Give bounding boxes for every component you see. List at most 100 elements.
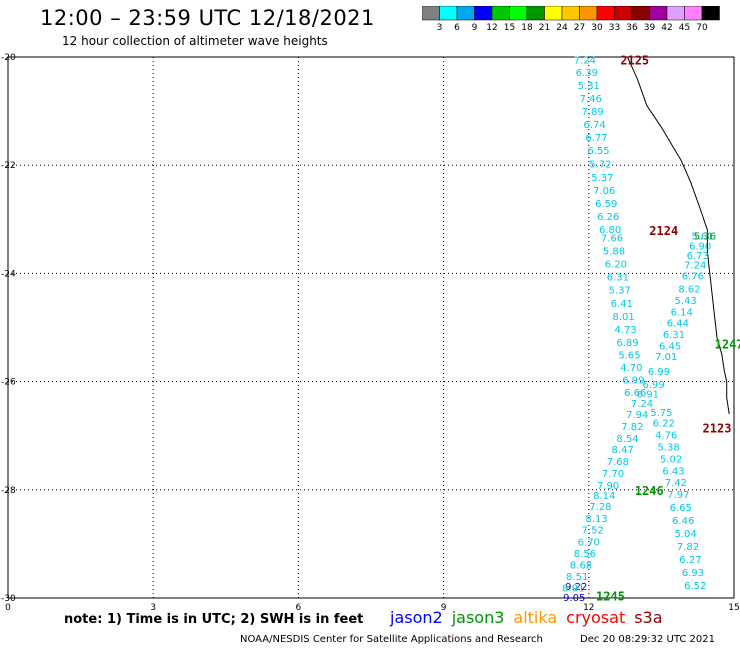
color-scale-label: 3 bbox=[437, 23, 443, 32]
wave-height-label: 7.68 bbox=[607, 457, 629, 468]
wave-height-label: 6.99 bbox=[648, 367, 670, 378]
wave-height-label: 5.37 bbox=[609, 286, 631, 297]
x-tick-label: 0 bbox=[5, 603, 11, 613]
wave-height-label: 6.93 bbox=[682, 568, 704, 579]
color-scale-label: 45 bbox=[679, 23, 690, 32]
wave-height-label: 5.75 bbox=[650, 408, 672, 419]
wave-height-label: 7.42 bbox=[665, 478, 687, 489]
color-scale-bar: 3 6 9 12 15 18 21 24 27 30 33 36 39 42 45 70 bbox=[422, 6, 720, 32]
wave-height-label: 6.43 bbox=[662, 466, 684, 477]
color-scale-label: 12 bbox=[486, 23, 497, 32]
color-scale-swatch bbox=[701, 6, 720, 21]
wave-height-label: 6.45 bbox=[659, 341, 681, 352]
color-scale-label: 6 bbox=[454, 23, 460, 32]
wave-height-label: 5.36 bbox=[694, 232, 716, 243]
y-tick-label: -22 bbox=[1, 161, 16, 171]
wave-height-label: 8.14 bbox=[593, 491, 615, 502]
legend-s3a: s3a bbox=[634, 608, 663, 627]
color-scale-label: 9 bbox=[472, 23, 478, 32]
wave-height-label: 5.61 bbox=[691, 232, 713, 243]
wave-height-label: 5.31 bbox=[578, 81, 600, 92]
wave-height-label: 8.68 bbox=[570, 560, 592, 571]
color-scale-label: 27 bbox=[574, 23, 585, 32]
pass-number-label: 2124 bbox=[649, 224, 678, 238]
satellite-legend: jason2 jason3 altika cryosat s3a bbox=[390, 608, 672, 627]
wave-height-label: 8.01 bbox=[613, 312, 635, 323]
color-scale-label: 24 bbox=[556, 23, 568, 32]
wave-height-label: 8.62 bbox=[678, 285, 700, 296]
wave-height-label: 8.13 bbox=[585, 514, 607, 525]
wave-height-label: 5.65 bbox=[618, 351, 640, 362]
color-scale-label: 21 bbox=[539, 23, 550, 32]
wave-height-label: 6.91 bbox=[637, 390, 659, 401]
wave-height-label: 5.72 bbox=[589, 160, 611, 171]
wave-height-label: 9.22 bbox=[565, 582, 587, 593]
wave-height-label: 7.89 bbox=[582, 107, 604, 118]
wave-height-label: 6.99 bbox=[643, 380, 665, 391]
wave-height-label: 4.73 bbox=[614, 325, 636, 336]
wave-height-label: 6.66 bbox=[624, 388, 646, 399]
y-tick-label: -30 bbox=[1, 594, 16, 604]
wave-height-label: 5.43 bbox=[674, 296, 696, 307]
wave-height-label: 5.04 bbox=[674, 529, 696, 540]
y-tick-label: -20 bbox=[1, 53, 16, 63]
x-tick-label: 6 bbox=[296, 603, 302, 613]
legend-jason3: jason3 bbox=[451, 608, 505, 627]
wave-height-label: 7.24 bbox=[684, 261, 706, 272]
footer-credit: NOAA/NESDIS Center for Satellite Applica… bbox=[240, 634, 543, 645]
wave-height-label: 7.01 bbox=[655, 352, 677, 363]
color-scale-label: 70 bbox=[696, 23, 708, 32]
wave-height-label: 4.76 bbox=[655, 431, 677, 442]
legend-altika: altika bbox=[513, 608, 558, 627]
wave-height-label: 6.99 bbox=[622, 375, 644, 386]
pass-number-label: 1246 bbox=[635, 484, 664, 498]
wave-height-label: 8.54 bbox=[616, 434, 638, 445]
wave-height-label: 5.88 bbox=[603, 247, 625, 258]
color-scale-label: 36 bbox=[626, 23, 638, 32]
wave-height-label: 6.80 bbox=[599, 225, 621, 236]
wave-height-label: 5.02 bbox=[660, 454, 682, 465]
wave-height-label: 9.05 bbox=[563, 593, 585, 604]
wave-height-label: 7.24 bbox=[631, 399, 653, 410]
wave-height-label: 6.70 bbox=[578, 538, 600, 549]
wave-height-label: 6.90 bbox=[689, 241, 711, 252]
pass-number-label: 2123 bbox=[703, 422, 732, 436]
wave-height-label: 6.27 bbox=[679, 555, 701, 566]
x-tick-label: 3 bbox=[150, 603, 156, 613]
coastline bbox=[627, 56, 730, 415]
wave-height-label: 6.73 bbox=[687, 251, 709, 262]
wave-height-label: 5.37 bbox=[591, 173, 613, 184]
wave-height-label: 6.14 bbox=[671, 307, 693, 318]
wave-height-label: 8.51 bbox=[566, 572, 588, 583]
chart-title: 12:00 – 23:59 UTC 12/18/2021 bbox=[40, 6, 375, 30]
wave-height-label: 7.52 bbox=[582, 525, 604, 536]
color-scale-label: 33 bbox=[609, 23, 620, 32]
note-text: note: 1) Time is in UTC; 2) SWH is in fe… bbox=[64, 612, 364, 627]
wave-height-label: 6.44 bbox=[667, 319, 689, 330]
wave-height-label: 7.90 bbox=[597, 481, 619, 492]
wave-height-label: 6.52 bbox=[684, 581, 706, 592]
wave-height-label: 4.70 bbox=[620, 363, 642, 374]
wave-height-label: 7.70 bbox=[602, 469, 624, 480]
wave-height-label: 7.97 bbox=[667, 490, 689, 501]
wave-height-label: 6.59 bbox=[595, 199, 617, 210]
wave-height-label: 6.89 bbox=[616, 338, 638, 349]
wave-height-label: 6.39 bbox=[576, 68, 598, 79]
pass-number-label: 2125 bbox=[620, 54, 649, 68]
wave-height-label: 8.91 bbox=[562, 584, 584, 595]
wave-height-label: 6.77 bbox=[585, 133, 607, 144]
wave-height-label: 8.47 bbox=[612, 445, 634, 456]
wave-height-label: 6.26 bbox=[597, 212, 619, 223]
legend-jason2: jason2 bbox=[390, 608, 443, 627]
y-tick-label: -24 bbox=[1, 269, 16, 279]
x-tick-label: 12 bbox=[583, 603, 594, 613]
pass-number-label: 1245 bbox=[596, 589, 625, 603]
wave-height-label: 6.22 bbox=[653, 419, 675, 430]
wave-height-label: 5.38 bbox=[658, 443, 680, 454]
legend-cryosat: cryosat bbox=[566, 608, 626, 627]
color-scale-label: 42 bbox=[661, 23, 672, 32]
x-tick-label: 15 bbox=[728, 603, 739, 613]
plot-frame bbox=[7, 56, 735, 599]
wave-height-label: 7.06 bbox=[593, 186, 615, 197]
